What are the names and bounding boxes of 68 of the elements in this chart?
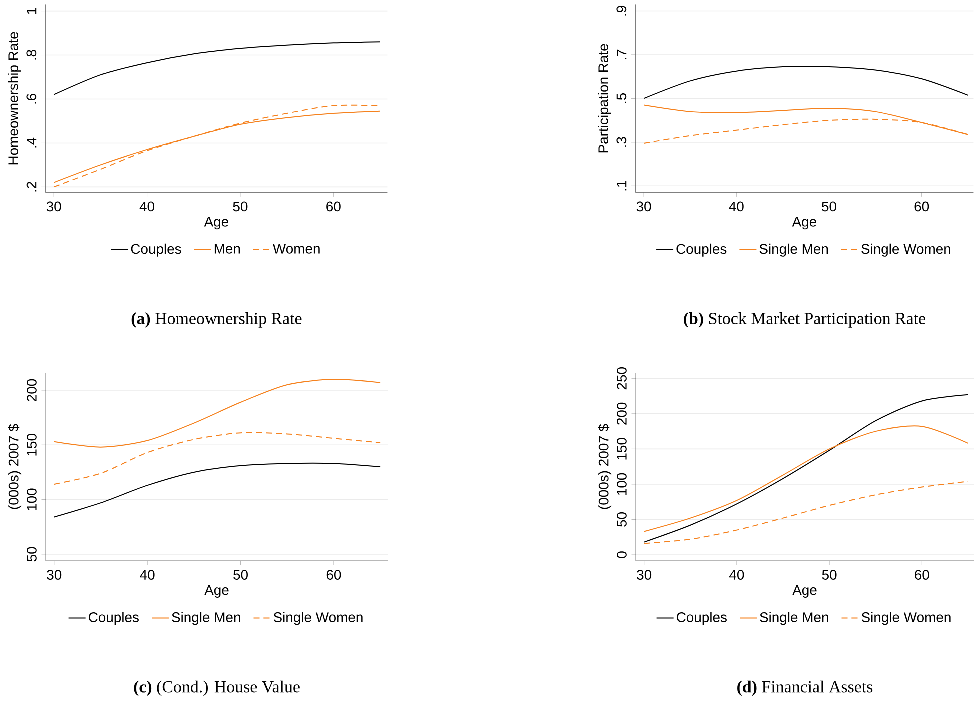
x-tick-label: 30 [636,202,652,212]
legend-label: Single Men [760,244,828,257]
x-tick-label: 30 [47,570,62,580]
line-series [54,42,381,96]
legend-label: Couples [89,612,139,626]
y-axis-title: (000s) 2007 $ [598,424,612,510]
y-tick-label: 50 [27,547,37,562]
y-tick-label: .4 [27,138,37,148]
y-tick-label: 0 [617,552,627,558]
y-tick-label: 50 [617,512,627,527]
line-series [644,66,969,100]
x-axis-title: Age [204,585,229,598]
legend-label: Women [273,244,320,254]
x-tick-label: 60 [326,202,341,212]
x-tick-label: 30 [46,202,62,212]
text: (d) Financial Assets [738,680,873,696]
y-tick-label: .1 [617,180,627,191]
x-tick-label: 50 [822,202,836,212]
text: (a) Homeownership Rate [132,312,302,328]
y-tick-label: 250 [617,368,627,390]
x-axis-title: Age [792,217,816,230]
legend-label: Couples [131,244,182,257]
x-tick-label: 60 [915,570,930,580]
x-tick-label: 30 [637,570,652,580]
y-tick-label: .2 [26,182,37,192]
legend-label: Single Women [274,612,363,626]
line-series [54,379,382,448]
legend-label: Couples [676,244,727,257]
y-tick-label: .9 [616,6,627,16]
x-tick-label: 40 [140,202,154,212]
line-series [644,394,969,543]
x-tick-label: 50 [234,570,248,580]
text: (b) Stock Market Participation Rate [684,312,926,328]
y-axis-title: (000s) 2007 $ [8,424,22,510]
y-axis-title: Participation Rate [598,44,612,153]
legend-label: Single Women [862,244,950,257]
x-tick-label: 40 [140,570,155,580]
line-series [644,426,969,532]
x-tick-label: 60 [326,570,342,580]
legend-label: Single Men [172,612,240,626]
y-tick-label: 200 [617,402,627,425]
x-tick-label: 40 [729,202,744,212]
y-tick-label: 100 [27,488,37,510]
legend-label: Single Men [760,612,828,626]
text: (c) (Cond.) House Value [134,680,300,696]
y-tick-label: 150 [27,434,37,456]
x-tick-label: 40 [730,570,744,580]
y-tick-label: 150 [617,438,627,460]
x-tick-label: 50 [233,202,248,212]
line-series [644,481,969,544]
x-axis-title: Age [792,585,817,598]
y-tick-label: 1 [27,8,37,14]
x-tick-label: 50 [822,570,837,580]
line-series [54,462,382,518]
y-tick-label: 100 [617,473,627,496]
legend-label: Couples [677,612,727,626]
y-tick-label: .3 [616,137,627,147]
y-tick-label: 200 [27,379,37,402]
y-tick-label: .5 [616,93,627,104]
x-tick-label: 60 [914,202,930,212]
y-tick-label: .6 [26,94,37,104]
line-series [54,432,382,485]
legend-label: Single Women [862,612,951,626]
y-tick-label: .7 [617,50,627,60]
y-tick-label: .8 [26,50,37,60]
x-axis-title: Age [204,217,228,230]
y-axis-title: Homeownership Rate [8,32,22,165]
legend-label: Men [214,244,240,254]
